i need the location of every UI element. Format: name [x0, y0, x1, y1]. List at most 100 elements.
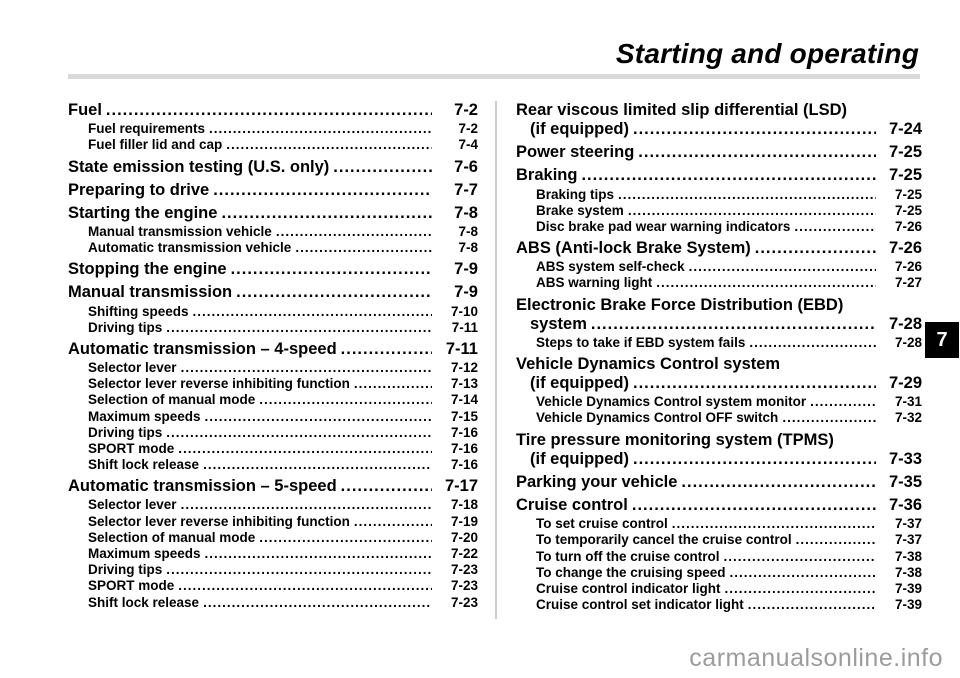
toc-entry-label-line1: Electronic Brake Force Distribution (EBD… — [516, 295, 844, 314]
toc-page-number: 7-17 — [444, 477, 478, 496]
toc-row: SPORT mode 7-16 — [68, 441, 478, 457]
toc-sub-entry[interactable]: Braking tips 7-25 — [516, 187, 922, 203]
toc-page-number: 7-16 — [450, 457, 478, 473]
toc-sub-entry[interactable]: ABS system self-check 7-26 — [516, 259, 922, 275]
toc-section-entry[interactable]: Power steering 7-25 — [516, 143, 922, 162]
toc-section-entry[interactable]: Cruise control 7-36 — [516, 496, 922, 515]
toc-section-entry[interactable]: Vehicle Dynamics Control system (if equip… — [516, 355, 922, 393]
toc-sub-entry[interactable]: Cruise control set indicator light 7-39 — [516, 597, 922, 613]
toc-section-entry[interactable]: Starting the engine 7-8 — [68, 204, 478, 223]
toc-row: Vehicle Dynamics Control OFF switch 7-32 — [516, 410, 922, 426]
toc-row: Preparing to drive 7-7 — [68, 181, 478, 200]
toc-row: ABS system self-check 7-26 — [516, 259, 922, 275]
toc-sub-entry[interactable]: Selector lever reverse inhibiting functi… — [68, 514, 478, 530]
toc-sub-entry[interactable]: To temporarily cancel the cruise control… — [516, 532, 922, 548]
toc-entry-label: Driving tips — [88, 319, 163, 335]
toc-leader-dots — [618, 187, 876, 203]
toc-leader-dots — [689, 259, 876, 275]
toc-page-number: 7-11 — [451, 319, 478, 335]
toc-sub-entry[interactable]: Selection of manual mode 7-20 — [68, 530, 478, 546]
toc-sub-entry[interactable]: To turn off the cruise control 7-38 — [516, 549, 922, 565]
toc-entry-label: Selector lever reverse inhibiting functi… — [88, 513, 350, 529]
toc-row: (if equipped) 7-33 — [516, 450, 922, 469]
toc-sub-entry[interactable]: Maximum speeds 7-22 — [68, 546, 478, 562]
toc-sub-entry[interactable]: Selector lever reverse inhibiting functi… — [68, 376, 478, 392]
toc-sub-entry[interactable]: Automatic transmission vehicle 7-8 — [68, 240, 478, 256]
toc-sub-entry[interactable]: To change the cruising speed 7-38 — [516, 565, 922, 581]
toc-sub-entry[interactable]: Driving tips 7-16 — [68, 425, 478, 441]
toc-leader-dots — [226, 137, 432, 153]
toc-sub-entry[interactable]: Fuel filler lid and cap 7-4 — [68, 137, 478, 153]
toc-row: Parking your vehicle 7-35 — [516, 473, 922, 492]
toc-section-entry[interactable]: Preparing to drive 7-7 — [68, 181, 478, 200]
toc-sub-entry[interactable]: Shift lock release 7-23 — [68, 595, 478, 611]
toc-sub-entry[interactable]: Cruise control indicator light 7-39 — [516, 581, 922, 597]
toc-leader-dots — [656, 275, 876, 291]
toc-page-number: 7-26 — [888, 239, 922, 258]
toc-sub-entry[interactable]: Manual transmission vehicle 7-8 — [68, 224, 478, 240]
toc-sub-entry[interactable]: Maximum speeds 7-15 — [68, 409, 478, 425]
toc-row: Starting the engine 7-8 — [68, 204, 478, 223]
toc-leader-dots — [354, 376, 432, 392]
toc-section-entry[interactable]: Tire pressure monitoring system (TPMS) (i… — [516, 431, 922, 469]
toc-row: Cruise control set indicator light 7-39 — [516, 597, 922, 613]
toc-leader-dots — [231, 260, 432, 279]
toc-row: Stopping the engine 7-9 — [68, 260, 478, 279]
toc-sub-entry[interactable]: Disc brake pad wear warning indicators 7-… — [516, 219, 922, 235]
toc-entry-label: Manual transmission vehicle — [88, 223, 272, 239]
toc-page-number: 7-31 — [894, 394, 922, 410]
toc-section-entry[interactable]: Manual transmission 7-9 — [68, 283, 478, 302]
toc-section-entry[interactable]: Electronic Brake Force Distribution (EBD… — [516, 296, 922, 334]
toc-entry-label: Cruise control indicator light — [536, 580, 721, 596]
toc-row: Selection of manual mode 7-20 — [68, 530, 478, 546]
toc-section-entry[interactable]: ABS (Anti-lock Brake System) 7-26 — [516, 239, 922, 258]
toc-section-entry[interactable]: State emission testing (U.S. only) 7-6 — [68, 158, 478, 177]
toc-entry-label: Driving tips — [88, 424, 163, 440]
toc-page-number: 7-22 — [450, 546, 478, 561]
toc-section-entry[interactable]: Rear viscous limited slip differential (… — [516, 101, 922, 139]
toc-page-number: 7-8 — [454, 203, 478, 222]
toc-sub-entry[interactable]: Steps to take if EBD system fails 7-28 — [516, 335, 922, 351]
toc-entry-label: Cruise control set indicator light — [536, 597, 744, 613]
toc-sub-entry[interactable]: Driving tips 7-11 — [68, 320, 478, 336]
toc-right-column: Rear viscous limited slip differential (… — [516, 101, 922, 619]
toc-entry-label: Vehicle Dynamics Control OFF switch — [536, 410, 779, 426]
toc-sub-entry[interactable]: Vehicle Dynamics Control OFF switch 7-32 — [516, 410, 922, 426]
toc-leader-dots — [810, 394, 876, 410]
toc-entry-label: Shifting speeds — [88, 303, 189, 319]
toc-row: Maximum speeds 7-22 — [68, 546, 478, 562]
toc-section-entry[interactable]: Parking your vehicle 7-35 — [516, 473, 922, 492]
toc-row: Selector lever reverse inhibiting functi… — [68, 376, 478, 392]
toc-sub-entry[interactable]: Fuel requirements 7-2 — [68, 121, 478, 137]
toc-leader-dots — [633, 450, 876, 469]
toc-sub-entry[interactable]: SPORT mode 7-16 — [68, 441, 478, 457]
toc-sub-entry[interactable]: To set cruise control 7-37 — [516, 516, 922, 532]
toc-sub-entry[interactable]: Selection of manual mode 7-14 — [68, 392, 478, 408]
toc-sub-entry[interactable]: Selector lever 7-18 — [68, 497, 478, 513]
toc-sub-entry[interactable]: Brake system 7-25 — [516, 203, 922, 219]
toc-row: Vehicle Dynamics Control system monitor 7… — [516, 394, 922, 410]
toc-sub-entry[interactable]: Vehicle Dynamics Control system monitor 7… — [516, 394, 922, 410]
toc-row: Brake system 7-25 — [516, 203, 922, 219]
toc-sub-entry[interactable]: SPORT mode 7-23 — [68, 578, 478, 594]
toc-page-number: 7-20 — [450, 529, 478, 545]
toc-page-number: 7-2 — [458, 121, 478, 137]
toc-entry-label: Maximum speeds — [88, 546, 201, 561]
page-title: Starting and operating — [615, 38, 919, 69]
toc-sub-entry[interactable]: Shifting speeds 7-10 — [68, 304, 478, 320]
toc-page-number: 7-32 — [894, 410, 922, 426]
toc-section-entry[interactable]: Fuel 7-2 — [68, 101, 478, 120]
toc-sub-entry[interactable]: Selector lever 7-12 — [68, 360, 478, 376]
toc-page-number: 7-6 — [454, 157, 478, 176]
toc-sub-entry[interactable]: Driving tips 7-23 — [68, 562, 478, 578]
toc-page-number: 7-39 — [894, 580, 922, 596]
toc-sub-entry[interactable]: Shift lock release 7-16 — [68, 457, 478, 473]
toc-section-entry[interactable]: Automatic transmission – 5-speed 7-17 — [68, 477, 478, 496]
toc-section-entry[interactable]: Automatic transmission – 4-speed 7-11 — [68, 340, 478, 359]
toc-entry-label: Parking your vehicle — [516, 472, 678, 491]
toc-sub-entry[interactable]: ABS warning light 7-27 — [516, 275, 922, 291]
toc-row: Shift lock release 7-16 — [68, 457, 478, 473]
toc-row: Maximum speeds 7-15 — [68, 409, 478, 425]
toc-section-entry[interactable]: Stopping the engine 7-9 — [68, 260, 478, 279]
toc-section-entry[interactable]: Braking 7-25 — [516, 166, 922, 185]
